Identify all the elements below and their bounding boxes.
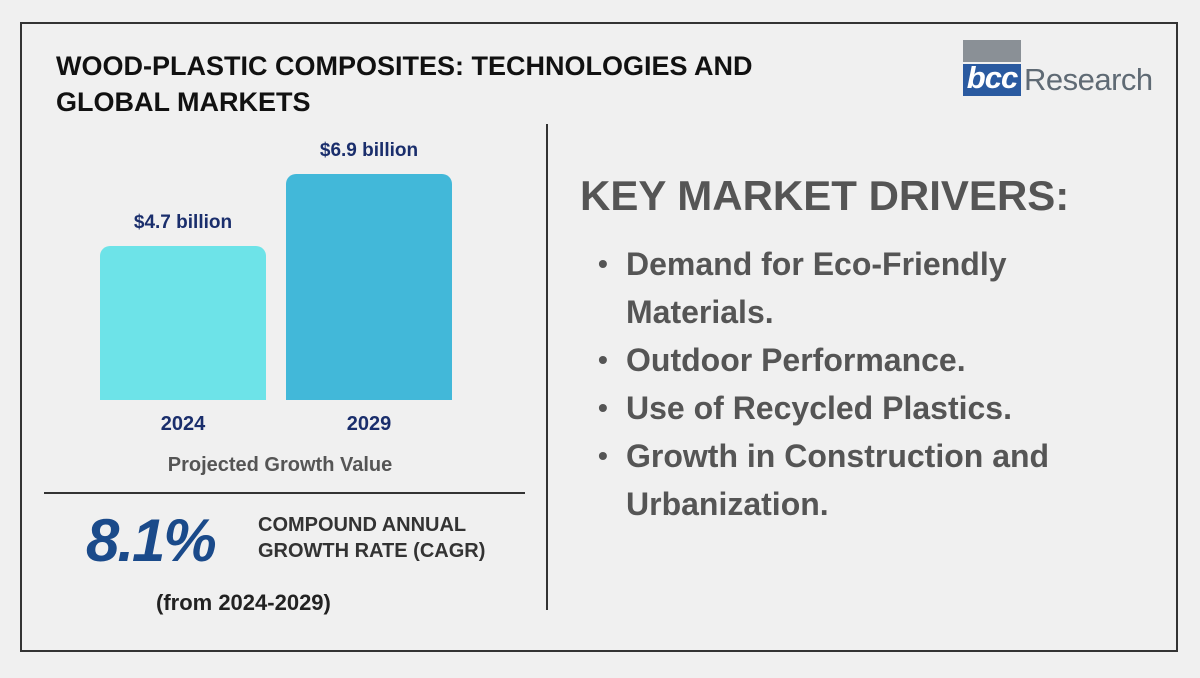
cagr-label-line1: COMPOUND ANNUAL (258, 514, 467, 536)
market-value-bar-chart: $4.7 billion 2024 $6.9 billion 2029 (0, 0, 560, 480)
drivers-title: KEY MARKET DRIVERS: (580, 172, 1070, 219)
driver-item: • Growth in Construction and Urbanization… (598, 432, 1158, 528)
chart-xlabel: Projected Growth Value (167, 454, 393, 476)
category-label-2024: 2024 (160, 413, 206, 435)
category-label-2029: 2029 (346, 413, 392, 435)
bar-2029 (286, 173, 452, 400)
horizontal-divider (44, 492, 525, 494)
drivers-list: • Demand for Eco-Friendly Materials. • Outd… (598, 240, 1158, 528)
bullet-icon: • (598, 392, 608, 423)
cagr-label: COMPOUND ANNUAL GROWTH RATE (CAGR) (258, 512, 485, 564)
driver-item: • Outdoor Performance. (598, 336, 1158, 384)
logo-grey-block (963, 40, 1021, 62)
driver-text: Outdoor Performance. (626, 342, 966, 378)
infographic-frame (20, 22, 1178, 652)
driver-item: • Demand for Eco-Friendly Materials. (598, 240, 1158, 336)
driver-text: Demand for Eco-Friendly Materials. (626, 246, 1007, 330)
report-title: WOOD-PLASTIC COMPOSITES: TECHNOLOGIES AN… (56, 51, 753, 117)
cagr-label-line2: GROWTH RATE (CAGR) (258, 540, 486, 562)
bullet-icon: • (598, 344, 608, 375)
logo-research-text: Research (1024, 62, 1153, 97)
logo-bcc-text: bcc (966, 60, 1018, 95)
bullet-icon: • (598, 248, 608, 279)
data-label-2024: $4.7 billion (133, 211, 233, 233)
data-label-2029: $6.9 billion (319, 139, 419, 161)
vertical-divider (546, 124, 548, 610)
driver-text: Growth in Construction and Urbanization. (626, 438, 1050, 522)
driver-text: Use of Recycled Plastics. (626, 390, 1012, 426)
cagr-period: (from 2024-2029) (156, 590, 331, 615)
driver-item: • Use of Recycled Plastics. (598, 384, 1158, 432)
logo-blue-block (963, 64, 1021, 96)
bar-2024 (100, 245, 266, 400)
bcc-research-logo: bcc Research (960, 40, 1153, 100)
cagr-value: 8.1% (86, 507, 217, 574)
bullet-icon: • (598, 440, 608, 471)
